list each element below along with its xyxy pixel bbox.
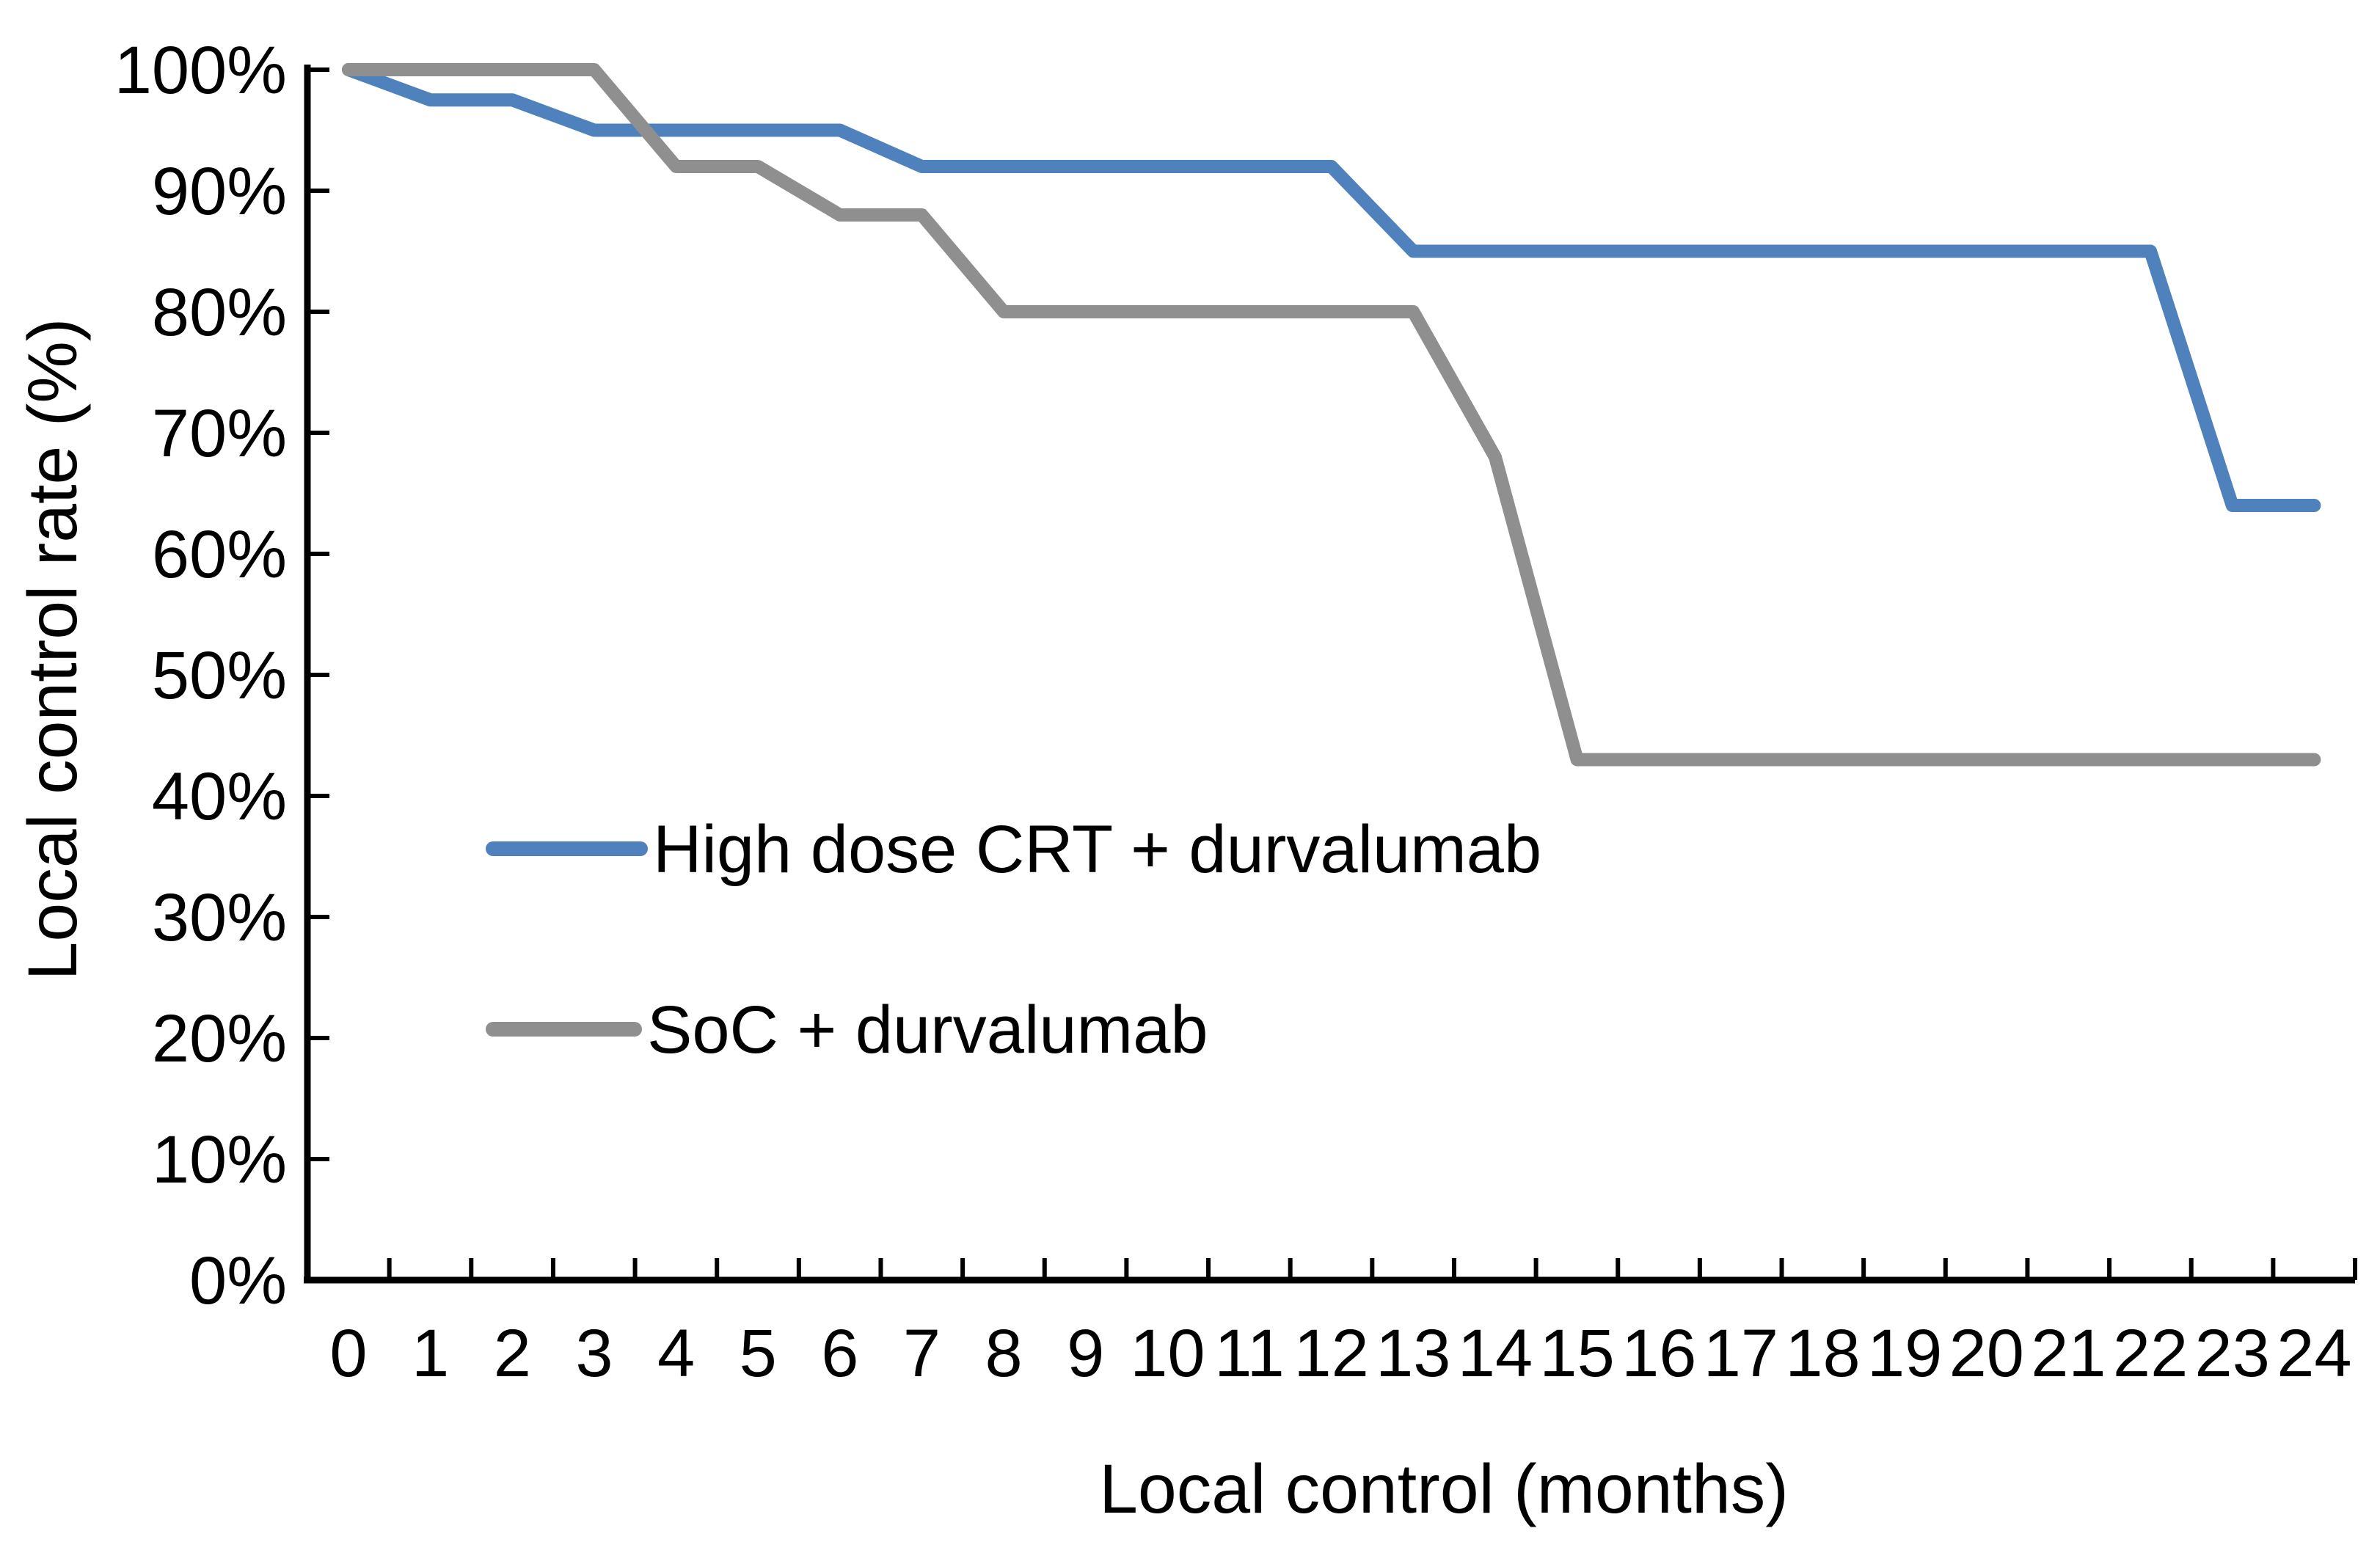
legend: High dose CRT + durvalumab SoC + durvalum… — [486, 812, 1541, 1067]
y-tick-label: 60% — [152, 517, 287, 592]
y-tick-label: 10% — [152, 1122, 287, 1197]
tick-labels: 0%10%20%30%40%50%60%70%80%90%100%0 1 2 3 4 5 6… — [114, 33, 2352, 1391]
y-tick-label: 20% — [152, 1001, 287, 1076]
x-tick-label: 8 — [985, 1316, 1023, 1391]
x-tick-label: 13 — [1376, 1316, 1450, 1391]
y-tick-label: 80% — [152, 275, 287, 350]
y-tick-label: 30% — [152, 880, 287, 955]
y-axis-title: Local control rate (%) — [14, 318, 92, 981]
x-tick-label: 14 — [1458, 1316, 1533, 1391]
x-tick-label: 3 — [575, 1316, 613, 1391]
legend-label-1: SoC + durvalumab — [647, 993, 1208, 1067]
x-tick-label: 21 — [2031, 1316, 2106, 1391]
y-tick-label: 50% — [152, 638, 287, 713]
x-tick-label: 22 — [2113, 1316, 2188, 1391]
series-line-0 — [342, 63, 2321, 512]
x-tick-label: 10 — [1130, 1316, 1205, 1391]
x-tick-label: 9 — [1067, 1316, 1104, 1391]
y-tick-label: 70% — [152, 396, 287, 471]
y-tick-label: 40% — [152, 759, 287, 834]
x-tick-label: 18 — [1785, 1316, 1860, 1391]
x-tick-label: 4 — [657, 1316, 695, 1391]
x-tick-label: 6 — [821, 1316, 858, 1391]
x-tick-label: 7 — [903, 1316, 941, 1391]
x-tick-label: 15 — [1539, 1316, 1614, 1391]
x-tick-label: 17 — [1704, 1316, 1778, 1391]
x-tick-label: 0 — [329, 1316, 367, 1391]
x-tick-label: 23 — [2195, 1316, 2270, 1391]
y-tick-label: 0% — [189, 1243, 287, 1318]
x-tick-label: 16 — [1621, 1316, 1696, 1391]
x-tick-label: 2 — [494, 1316, 531, 1391]
x-tick-label: 19 — [1867, 1316, 1942, 1391]
x-axis-title: Local control (months) — [1099, 1450, 1789, 1528]
x-tick-label: 20 — [1949, 1316, 2024, 1391]
y-tick-label: 90% — [152, 154, 287, 229]
x-tick-label: 12 — [1294, 1316, 1369, 1391]
x-tick-label: 5 — [740, 1316, 777, 1391]
x-tick-label: 11 — [1214, 1316, 1285, 1391]
axes — [304, 65, 2357, 1284]
series-line-1 — [342, 63, 2321, 767]
legend-label-0: High dose CRT + durvalumab — [653, 812, 1541, 887]
x-tick-label: 24 — [2277, 1316, 2351, 1391]
x-tick-label: 1 — [412, 1316, 449, 1391]
series-lines — [342, 63, 2321, 767]
y-tick-label: 100% — [114, 33, 287, 108]
